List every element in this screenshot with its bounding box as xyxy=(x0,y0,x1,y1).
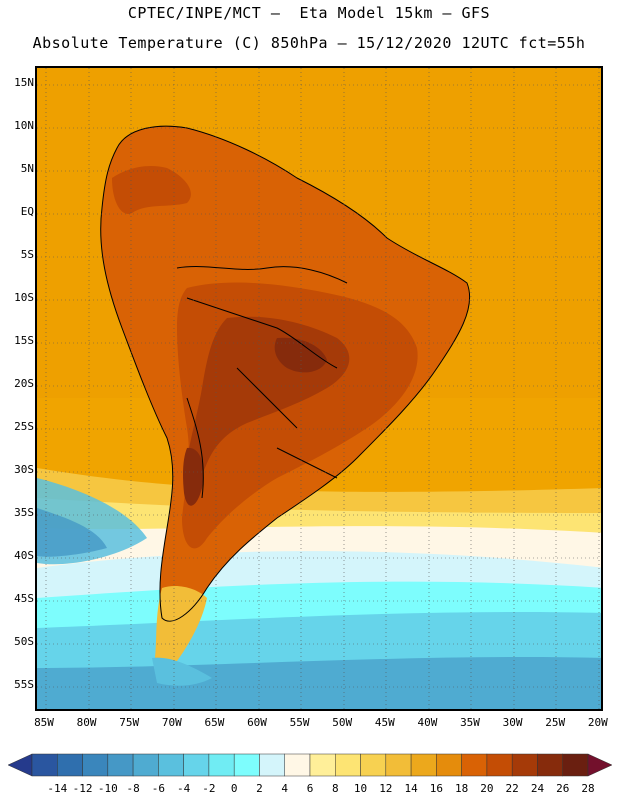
lon-label: 40W xyxy=(417,716,438,729)
temperature-map xyxy=(37,68,601,709)
colorbar-swatch xyxy=(107,753,134,777)
colorbar-tick-label: 26 xyxy=(556,782,570,795)
colorbar-tick-label: -4 xyxy=(177,782,191,795)
lon-label: 20W xyxy=(587,716,608,729)
colorbar-tick-label: 22 xyxy=(505,782,519,795)
colorbar-tick-label: -10 xyxy=(97,782,118,795)
title-line-1: CPTEC/INPE/MCT – Eta Model 15km – GFS xyxy=(127,4,491,22)
colorbar-swatch xyxy=(208,753,235,777)
colorbar-swatch xyxy=(183,753,210,777)
colorbar-tick-label: 6 xyxy=(306,782,314,795)
lon-label: 65W xyxy=(204,716,225,729)
colorbar-tick-label: 2 xyxy=(256,782,263,795)
lon-label: 50W xyxy=(332,716,353,729)
lat-label: 40S xyxy=(14,549,34,562)
lat-label: 35S xyxy=(14,506,34,519)
colorbar-swatch xyxy=(158,753,184,777)
tierra-del-fuego xyxy=(152,657,212,686)
colorbar-tick-label: 24 xyxy=(530,782,545,795)
lat-label: 25S xyxy=(14,420,34,433)
colorbar-swatch xyxy=(511,753,538,777)
colorbar-tick-label: 4 xyxy=(281,782,289,795)
colorbar-swatch xyxy=(486,753,513,777)
lon-label: 45W xyxy=(374,716,395,729)
lat-label: 15S xyxy=(14,334,34,347)
title-line-2: Absolute Temperature (C) 850hPa – 15/12/… xyxy=(32,34,586,52)
colorbar-max-arrow xyxy=(587,753,613,777)
colorbar-min-arrow xyxy=(7,753,33,777)
lat-label: EQ xyxy=(20,205,34,218)
lon-label: 25W xyxy=(545,716,566,729)
colorbar-tick-label: -12 xyxy=(72,782,93,795)
lat-label: 5N xyxy=(20,162,34,175)
hot-spot-2 xyxy=(183,447,204,506)
colorbar-tick-label: -8 xyxy=(126,782,140,795)
colorbar-swatch xyxy=(410,753,437,777)
lon-label: 60W xyxy=(247,716,267,729)
colorbar xyxy=(7,753,613,777)
lon-label: 55W xyxy=(289,716,310,729)
lon-label: 85W xyxy=(34,716,54,729)
lat-label: 15N xyxy=(14,76,34,89)
lat-label: 55S xyxy=(14,678,34,691)
lat-label: 5S xyxy=(20,248,34,261)
colorbar-tick-label: 20 xyxy=(480,782,494,795)
lon-label: 70W xyxy=(161,716,182,729)
graticule xyxy=(37,68,601,709)
colorbar-tick-label: 10 xyxy=(353,782,368,795)
colorbar-swatch xyxy=(385,753,412,777)
colorbar-tick-label: -14 xyxy=(47,782,68,795)
lat-label: 30S xyxy=(14,463,34,476)
colorbar-swatch xyxy=(461,753,488,777)
cold-core-west xyxy=(37,508,107,557)
colorbar-tick-label: 12 xyxy=(379,782,393,795)
hot-spot-1 xyxy=(274,337,327,373)
colorbar-swatch xyxy=(31,753,58,777)
colorbar-tick-label: -6 xyxy=(151,782,165,795)
colorbar-tick-label: 14 xyxy=(404,782,418,795)
colorbar-swatch xyxy=(82,753,109,777)
lon-label: 35W xyxy=(460,716,480,729)
colorbar-tick-label: 8 xyxy=(331,782,339,795)
colorbar-swatch xyxy=(562,753,589,777)
patagonia xyxy=(154,586,207,674)
colorbar-swatch xyxy=(335,753,361,777)
colorbar-swatch xyxy=(360,753,387,777)
lon-label: 75W xyxy=(119,716,140,729)
colorbar-tick-label: 16 xyxy=(429,782,443,795)
colorbar-tick-label: 18 xyxy=(455,782,469,795)
colorbar-swatch xyxy=(537,753,563,777)
colorbar-tick-label: 28 xyxy=(581,782,595,795)
andes-north xyxy=(112,166,191,214)
colorbar-tick-label: 0 xyxy=(230,782,238,795)
lon-label: 80W xyxy=(76,716,97,729)
lat-label: 10S xyxy=(14,291,34,304)
lat-label: 50S xyxy=(14,635,34,648)
colorbar-swatch xyxy=(309,753,336,777)
colorbar-swatch xyxy=(436,753,462,777)
country-borders xyxy=(100,125,471,622)
colorbar-swatch xyxy=(57,753,83,777)
colorbar-swatch xyxy=(284,753,311,777)
lat-label: 45S xyxy=(14,592,34,605)
colorbar-swatch xyxy=(132,753,159,777)
map-plot[interactable] xyxy=(35,66,603,711)
colorbar-swatch xyxy=(259,753,285,777)
lat-label: 20S xyxy=(14,377,34,390)
colorbar-tick-label: -2 xyxy=(202,782,216,795)
lon-label: 30W xyxy=(502,716,523,729)
lat-label: 10N xyxy=(14,119,34,132)
colorbar-swatch xyxy=(233,753,260,777)
